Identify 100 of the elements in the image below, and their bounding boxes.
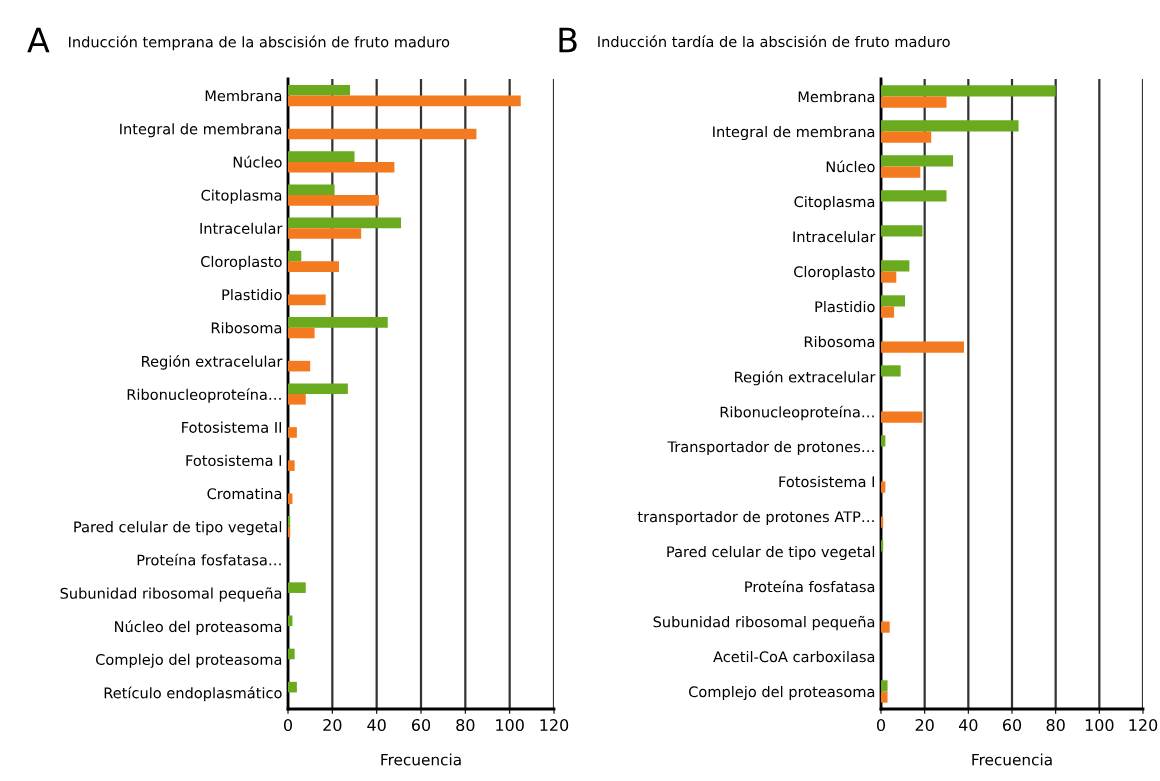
- x-tick-label: 120: [540, 719, 569, 732]
- bar: [288, 582, 306, 593]
- bar: [288, 327, 315, 339]
- x-axis-title: Frecuencia: [381, 753, 461, 766]
- y-tick-label: Fotosistema I: [779, 475, 875, 488]
- bar: [881, 155, 954, 167]
- bar: [881, 691, 888, 703]
- x-tick-label: 60: [1002, 719, 1022, 732]
- bar: [881, 341, 964, 353]
- y-tick-label: Acetil-CoA carboxilasa: [713, 650, 875, 663]
- bar: [881, 260, 910, 272]
- y-tick-label: Pared celular de tipo vegetal: [667, 545, 875, 561]
- x-tick-label: 0: [876, 719, 886, 732]
- y-tick-label: Citoplasma: [794, 195, 875, 211]
- y-tick-label: Pared celular de tipo vegetal: [74, 521, 282, 536]
- y-tick-label: Subunidad ribosomal pequeña: [653, 615, 875, 631]
- y-tick-label: Subunidad ribosomal pequeña: [60, 587, 282, 602]
- bar: [881, 96, 947, 108]
- y-tick-label: Proteína fosfatasa…: [137, 553, 281, 566]
- bar: [288, 128, 477, 140]
- chart-title: Inducción tardía de la abscisión de fruto maduro: [598, 35, 950, 48]
- y-tick-label: Complejo del proteasoma: [96, 653, 282, 668]
- y-tick-label: Núcleo: [233, 155, 282, 168]
- chart-title: Inducción temprana de la abscisión de fruto maduro: [69, 35, 450, 51]
- y-tick-label: Fotosistema II: [182, 421, 282, 433]
- y-tick-label: Ribonucleoproteína…: [127, 388, 281, 403]
- x-tick-label: 100: [1085, 719, 1114, 732]
- bar: [288, 250, 302, 262]
- bar: [881, 306, 895, 318]
- text: A: [27, 27, 50, 53]
- bar: [288, 383, 348, 394]
- y-tick-label: Integral de membrana: [120, 123, 282, 138]
- y-tick-label: Núcleo del proteasoma: [115, 620, 282, 635]
- bar: [288, 493, 293, 505]
- bar: [881, 481, 886, 493]
- x-tick-label: 0: [283, 719, 293, 732]
- bar: [288, 394, 306, 405]
- bar: [288, 317, 388, 328]
- bar: [881, 540, 884, 552]
- bar: [881, 680, 888, 692]
- bar: [288, 516, 291, 527]
- bar: [288, 615, 293, 627]
- y-tick-label: Ribosoma: [211, 322, 282, 334]
- y-tick-label: Retículo endoplasmático: [104, 686, 282, 702]
- y-tick-label: Proteína fosfatasa: [745, 580, 875, 593]
- bar: [288, 184, 335, 196]
- bar: [881, 85, 1056, 97]
- x-tick-label: 80: [1046, 719, 1065, 732]
- bar: [288, 151, 355, 162]
- bar: [881, 190, 947, 202]
- y-tick-label: Complejo del proteasoma: [689, 685, 875, 701]
- x-tick-label: 20: [915, 719, 934, 732]
- x-tick-label: 80: [456, 719, 475, 732]
- y-tick-label: Región extracelular: [735, 370, 876, 386]
- bar: [288, 161, 395, 173]
- y-tick-label: Transportador de protones…: [667, 440, 874, 456]
- x-tick-label: 60: [411, 719, 431, 732]
- bar: [881, 516, 884, 528]
- y-tick-label: Plastidio: [222, 288, 282, 301]
- x-axis-title: Frecuencia: [972, 753, 1052, 766]
- bar: [288, 681, 297, 693]
- bar: [881, 295, 906, 307]
- x-tick-label: 40: [367, 719, 386, 732]
- y-tick-label: Plastidio: [815, 300, 875, 313]
- y-tick-label: Ribosoma: [804, 335, 875, 348]
- bar: [288, 360, 311, 372]
- bar: [288, 648, 295, 660]
- bar: [288, 228, 362, 239]
- y-tick-label: Citoplasma: [201, 189, 282, 204]
- x-tick-label: 120: [1129, 719, 1158, 732]
- y-tick-label: Cloroplasto: [794, 265, 875, 281]
- y-tick-label: Núcleo: [826, 160, 875, 173]
- y-tick-label: Cromatina: [207, 487, 282, 500]
- bar: [288, 84, 351, 96]
- y-tick-label: Intracelular: [200, 222, 283, 234]
- x-tick-label: 100: [496, 719, 524, 732]
- y-tick-label: Región extracelular: [142, 355, 283, 370]
- text: B: [559, 27, 577, 53]
- y-tick-label: transportador de protones ATP…: [637, 510, 874, 526]
- bar: [288, 195, 379, 206]
- y-tick-label: Integral de membrana: [713, 125, 875, 141]
- bar: [881, 271, 897, 283]
- bar: [288, 294, 326, 306]
- bar: [881, 131, 932, 143]
- bar: [288, 95, 521, 107]
- x-tick-label: 40: [958, 719, 978, 732]
- bar: [881, 365, 901, 377]
- y-tick-label: Cloroplasto: [201, 255, 282, 270]
- bar: [881, 411, 923, 423]
- bar: [288, 427, 297, 438]
- bar: [881, 166, 921, 178]
- y-tick-label: Membrana: [205, 90, 282, 102]
- bar: [881, 120, 1019, 132]
- bar: [288, 217, 402, 229]
- x-tick-label: 20: [323, 719, 342, 732]
- bar: [881, 225, 923, 237]
- bar: [288, 261, 339, 272]
- y-tick-label: Fotosistema I: [186, 454, 282, 467]
- y-tick-label: Membrana: [798, 90, 875, 103]
- bar: [881, 435, 886, 447]
